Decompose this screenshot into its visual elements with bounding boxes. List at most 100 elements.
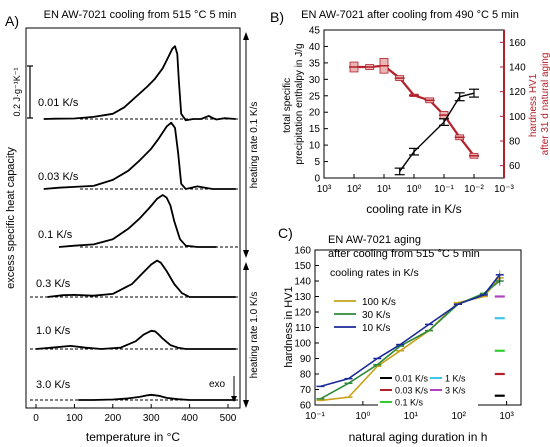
legend-label: 0.01 K/s xyxy=(395,374,429,384)
y-left-tick-label: 30 xyxy=(309,75,321,86)
panel-b: B) EN AW-7021 after cooling from 490 °C … xyxy=(270,9,550,216)
x-tick-label: 100 xyxy=(66,413,83,424)
arrow-head-down-icon xyxy=(243,400,249,408)
legend-label: 3 K/s xyxy=(445,386,466,396)
arrow-down-icon xyxy=(231,396,237,402)
x-tick-label: 500 xyxy=(220,413,237,424)
y-left-tick-label: 0 xyxy=(314,174,320,185)
aging-curve xyxy=(320,274,501,388)
panel-a-y-axis-label: excess specific heat capacity xyxy=(5,147,17,289)
legend-label: 0.03 K/s xyxy=(395,386,429,396)
x-tick-label: 400 xyxy=(181,413,198,424)
panel-a-label: A) xyxy=(5,13,19,29)
y-left-tick-label: 40 xyxy=(309,42,321,53)
dsc-curve xyxy=(35,329,236,350)
y-tick-label: 150 xyxy=(294,261,311,272)
y-left-tick-label: 20 xyxy=(309,108,321,119)
y-tick-label: 100 xyxy=(294,339,311,350)
enthalpy-line xyxy=(399,92,475,172)
curve-label: 0.01 K/s xyxy=(38,97,79,109)
curve-label: 1.0 K/s xyxy=(36,325,71,337)
x-tick-label: 10⁰ xyxy=(406,184,421,195)
x-tick-label: 10³ xyxy=(499,411,514,422)
heating-rate-label-1.0: heating rate 1.0 K/s xyxy=(249,292,260,379)
panel-b-label: B) xyxy=(270,9,284,25)
x-tick-label: 10³ xyxy=(317,184,332,195)
legend-label: 1 K/s xyxy=(445,374,466,384)
y-tick-label: 60 xyxy=(300,401,312,412)
scale-bar-label: 0.2 J·g⁻¹K⁻¹ xyxy=(12,67,22,116)
dsc-curve xyxy=(43,121,236,190)
y-tick-label: 110 xyxy=(295,323,311,334)
y-left-tick-label: 5 xyxy=(314,157,320,168)
x-tick-label: 10¹ xyxy=(404,411,419,422)
panel-c-y-axis-label: hardness in HV1 xyxy=(283,286,295,367)
x-tick-label: 10⁻¹ xyxy=(305,411,325,422)
x-tick-label: 10⁻³ xyxy=(494,184,514,195)
legend-label: 100 K/s xyxy=(362,297,396,308)
y-right-tick-label: 140 xyxy=(509,63,526,74)
panel-a-x-axis-label: temperature in °C xyxy=(86,430,181,444)
y-tick-label: 140 xyxy=(294,277,311,288)
y-tick-label: 120 xyxy=(294,308,311,319)
y-left-tick-label: 45 xyxy=(309,26,321,37)
x-tick-label: 300 xyxy=(143,413,160,424)
x-tick-label: 10¹ xyxy=(377,184,392,195)
left-axis-label-line1: total specific xyxy=(282,78,293,133)
panel-b-title: EN AW-7021 after cooling from 490 °C 5 m… xyxy=(301,9,519,21)
y-right-tick-label: 80 xyxy=(509,137,521,148)
x-tick-label: 0 xyxy=(33,413,39,424)
y-left-tick-label: 35 xyxy=(309,58,321,69)
panel-c-x-axis-label: natural aging duration in h xyxy=(349,430,488,444)
panel-a-title: EN AW-7021 cooling from 515 °C 5 min xyxy=(44,9,237,21)
curve-label: 3.0 K/s xyxy=(36,379,71,391)
heating-rate-label-0.1: heating rate 0.1 K/s xyxy=(249,102,260,189)
arrow-head-down-icon xyxy=(243,250,249,258)
y-right-tick-label: 160 xyxy=(509,38,526,49)
legend-label: 10 K/s xyxy=(362,323,390,334)
dsc-curve xyxy=(78,393,236,401)
y-left-tick-label: 25 xyxy=(309,91,321,102)
panel-b-x-axis-label: cooling rate in K/s xyxy=(366,202,461,216)
panel-c: C) EN AW-7021 aging after cooling from 5… xyxy=(278,225,522,444)
curve-label: 0.3 K/s xyxy=(36,278,71,290)
y-right-tick-label: 100 xyxy=(509,112,526,123)
legend-label: 30 K/s xyxy=(362,310,390,321)
dsc-curve xyxy=(47,259,236,298)
right-axis-label-line1: hardness HV1 xyxy=(528,73,539,137)
panel-c-subtitle: after cooling from 515 °C 5 min xyxy=(328,248,480,260)
y-tick-label: 90 xyxy=(300,354,312,365)
panel-c-label: C) xyxy=(278,225,293,241)
panel-b-left-axis-label: total specific precipitation enthalpy in… xyxy=(282,43,305,164)
y-left-tick-label: 10 xyxy=(309,141,321,152)
y-right-tick-label: 120 xyxy=(509,87,526,98)
x-tick-label: 10⁻² xyxy=(464,184,484,195)
y-left-tick-label: 15 xyxy=(309,124,321,135)
panel-a-frame xyxy=(25,27,241,409)
hardness-line xyxy=(354,64,475,157)
legend-label: 0.1 K/s xyxy=(395,398,424,408)
panel-b-right-axis-label: hardness HV1 after 31 d natural aging xyxy=(528,53,550,156)
right-axis-label-line2: after 31 d natural aging xyxy=(540,53,550,156)
y-tick-label: 80 xyxy=(300,370,312,381)
x-tick-label: 10² xyxy=(347,184,362,195)
aging-curve xyxy=(320,277,501,402)
curve-label: 0.1 K/s xyxy=(38,229,73,241)
arrow-head-up-icon xyxy=(243,262,249,270)
dsc-curve xyxy=(58,194,217,248)
panel-c-title: EN AW-7021 aging xyxy=(328,234,421,246)
y-tick-label: 130 xyxy=(294,292,311,303)
legend-box xyxy=(378,370,478,408)
dsc-curve xyxy=(43,45,236,122)
y-right-tick-label: 60 xyxy=(509,161,521,172)
aging-curve xyxy=(320,280,501,400)
x-tick-label: 200 xyxy=(104,413,121,424)
panel-c-legend-title: cooling rates in K/s xyxy=(330,267,419,279)
x-tick-label: 10² xyxy=(451,411,466,422)
panel-a: A) EN AW-7021 cooling from 515 °C 5 min … xyxy=(5,9,260,444)
x-tick-label: 10⁻¹ xyxy=(434,184,454,195)
curve-label: 0.03 K/s xyxy=(38,171,79,183)
x-tick-label: 10⁰ xyxy=(355,411,370,422)
left-axis-label-line2: precipitation enthalpy in J/g xyxy=(294,43,305,164)
